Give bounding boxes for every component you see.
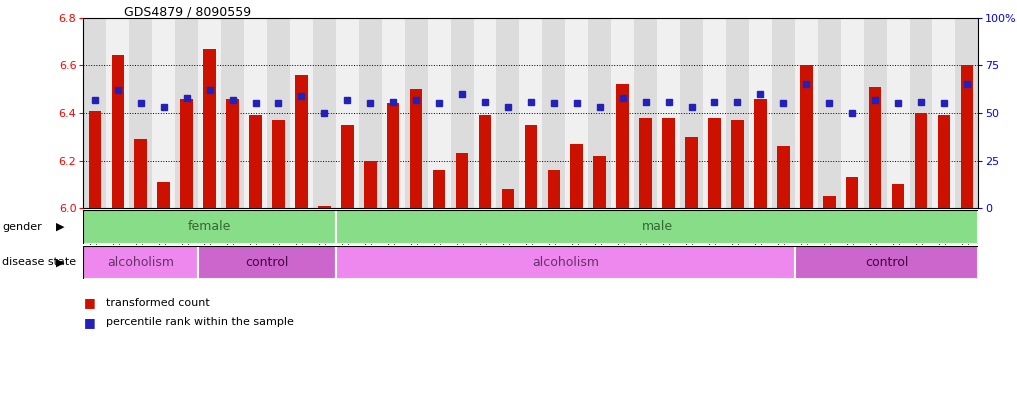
Bar [479, 116, 491, 208]
Bar [933, 18, 955, 208]
Text: transformed count: transformed count [106, 298, 210, 308]
Bar [129, 18, 153, 208]
Text: ■: ■ [83, 316, 96, 329]
Bar [249, 116, 261, 208]
Bar [290, 18, 313, 208]
Bar [175, 18, 198, 208]
Text: control: control [864, 256, 908, 269]
Bar [134, 139, 147, 208]
Bar [273, 120, 285, 208]
Bar [565, 18, 588, 208]
Bar [405, 18, 427, 208]
Bar [914, 113, 928, 208]
Bar [794, 246, 978, 279]
Bar [410, 89, 422, 208]
Bar [841, 18, 863, 208]
Bar [772, 18, 794, 208]
Bar [680, 18, 703, 208]
Bar [318, 206, 331, 208]
Text: ■: ■ [83, 296, 96, 309]
Bar [474, 18, 496, 208]
Bar [158, 182, 170, 208]
Bar [662, 118, 675, 208]
Bar [520, 18, 542, 208]
Bar [496, 18, 520, 208]
Text: male: male [642, 220, 672, 233]
Bar [823, 196, 836, 208]
Bar [525, 125, 537, 208]
Bar [198, 18, 221, 208]
Bar [726, 18, 749, 208]
Bar [456, 154, 469, 208]
Bar [83, 18, 107, 208]
Bar [364, 161, 376, 208]
Bar [818, 18, 841, 208]
Bar [203, 49, 216, 208]
Bar [731, 120, 743, 208]
Bar [892, 184, 904, 208]
Bar [909, 18, 933, 208]
Bar [800, 65, 813, 208]
Bar [961, 65, 973, 208]
Bar [83, 210, 336, 244]
Bar [336, 246, 794, 279]
Bar [433, 170, 445, 208]
Bar [112, 55, 124, 208]
Bar [593, 156, 606, 208]
Text: control: control [245, 256, 289, 269]
Bar [938, 116, 950, 208]
Bar [226, 99, 239, 208]
Bar [547, 170, 560, 208]
Bar [336, 18, 359, 208]
Bar [386, 103, 400, 208]
Bar [869, 87, 882, 208]
Bar [83, 246, 198, 279]
Bar [267, 18, 290, 208]
Bar [754, 99, 767, 208]
Bar [611, 18, 635, 208]
Bar [685, 137, 698, 208]
Bar [542, 18, 565, 208]
Text: percentile rank within the sample: percentile rank within the sample [106, 317, 294, 327]
Bar [887, 18, 909, 208]
Bar [616, 84, 629, 208]
Bar [381, 18, 405, 208]
Bar [88, 110, 101, 208]
Text: female: female [188, 220, 231, 233]
Bar [794, 18, 818, 208]
Bar [863, 18, 887, 208]
Text: alcoholism: alcoholism [532, 256, 599, 269]
Bar [180, 99, 193, 208]
Text: alcoholism: alcoholism [107, 256, 174, 269]
Bar [777, 146, 789, 208]
Bar [588, 18, 611, 208]
Bar [640, 118, 652, 208]
Bar [635, 18, 657, 208]
Bar [708, 118, 721, 208]
Bar [657, 18, 680, 208]
Text: ▶: ▶ [56, 257, 64, 267]
Bar [571, 144, 583, 208]
Bar [451, 18, 474, 208]
Text: gender: gender [2, 222, 42, 232]
Bar [341, 125, 354, 208]
Bar [359, 18, 381, 208]
Bar [153, 18, 175, 208]
Bar [846, 177, 858, 208]
Bar [501, 189, 515, 208]
Bar [198, 246, 336, 279]
Text: disease state: disease state [2, 257, 76, 267]
Text: ▶: ▶ [56, 222, 64, 232]
Bar [336, 210, 978, 244]
Bar [955, 18, 978, 208]
Bar [221, 18, 244, 208]
Bar [295, 75, 308, 208]
Bar [244, 18, 267, 208]
Text: GDS4879 / 8090559: GDS4879 / 8090559 [124, 6, 251, 19]
Bar [107, 18, 129, 208]
Bar [427, 18, 451, 208]
Bar [749, 18, 772, 208]
Bar [313, 18, 336, 208]
Bar [703, 18, 726, 208]
